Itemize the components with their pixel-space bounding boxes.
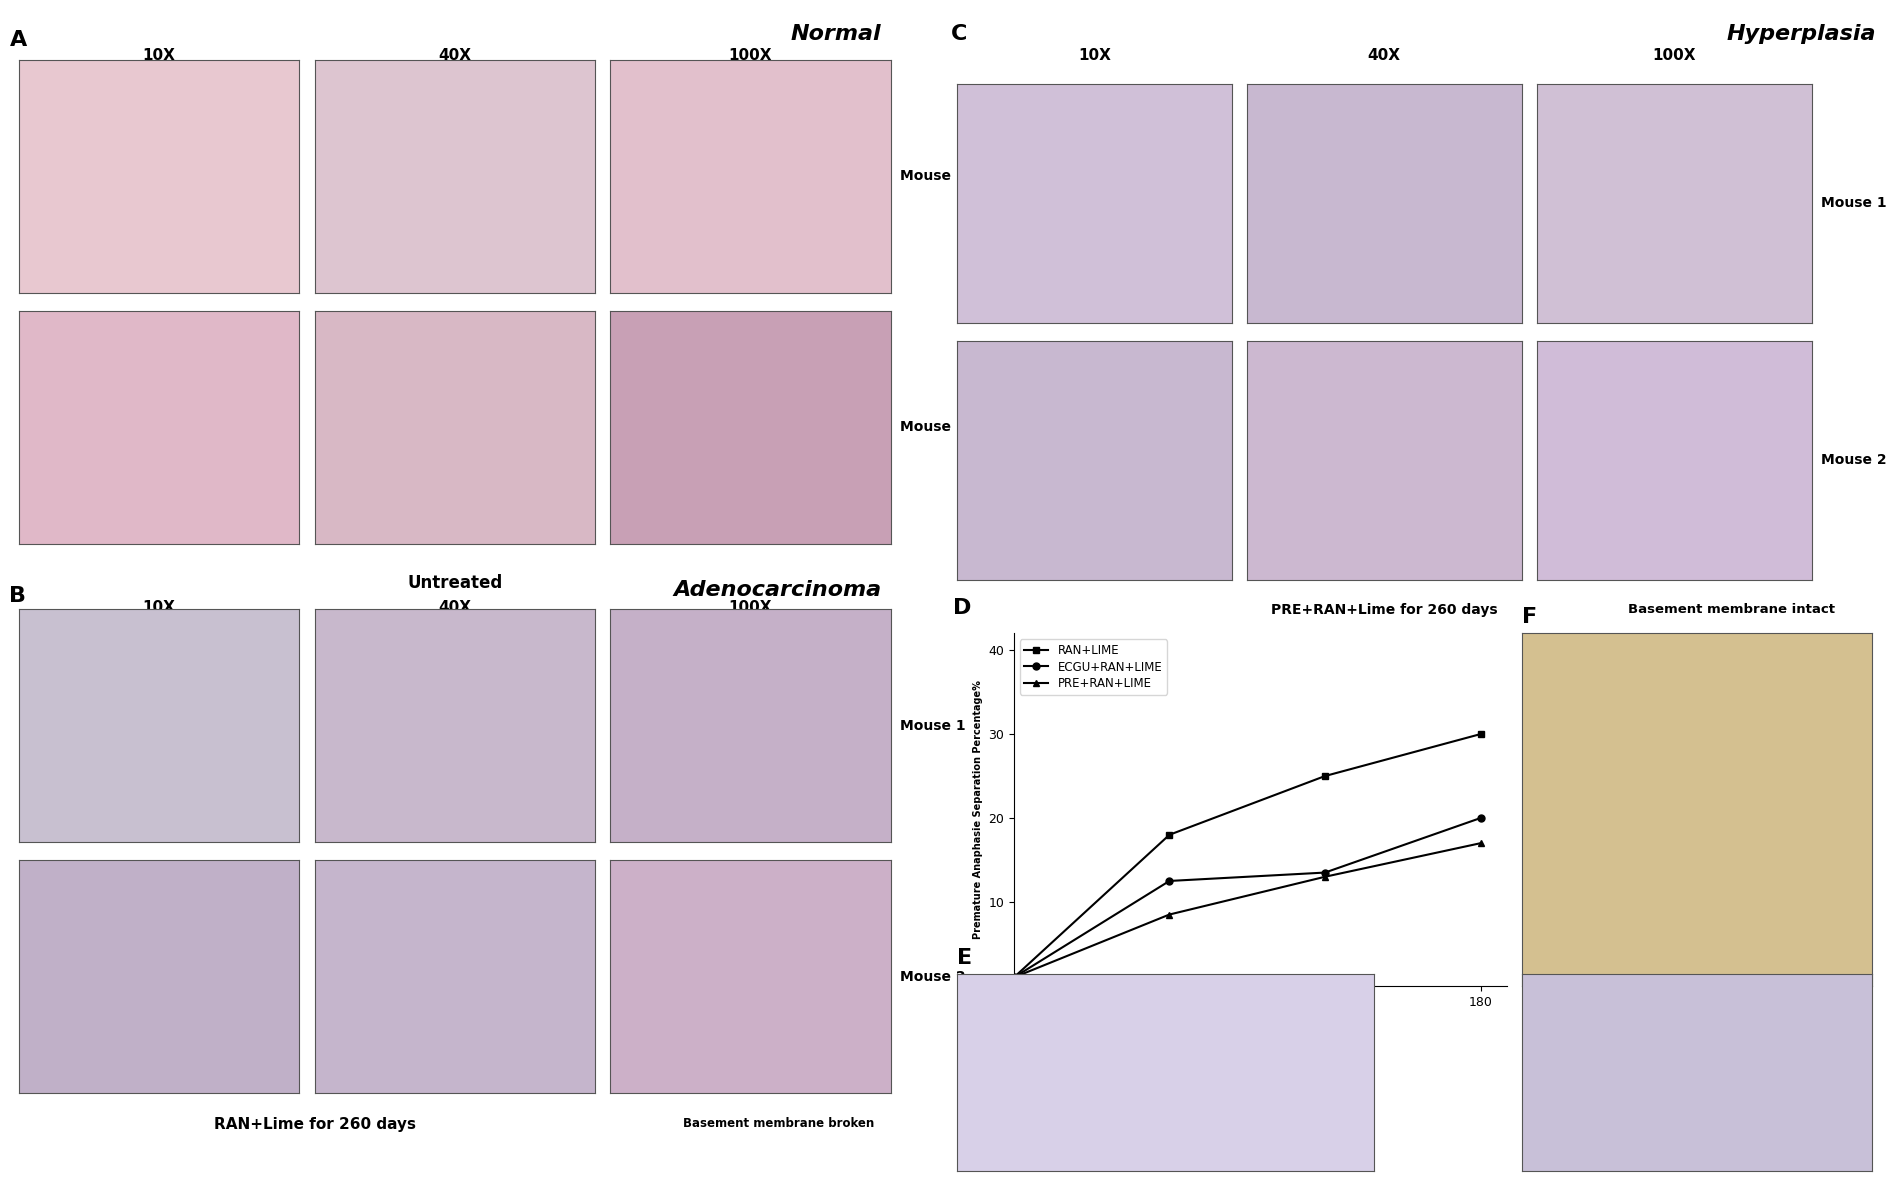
Text: Mouse 2: Mouse 2 [900,421,966,434]
PRE+RAN+LIME [1002,970,1025,985]
Text: RAN+Lime for 260 days: RAN+Lime for 260 days [214,1117,415,1133]
Text: B: B [9,586,27,606]
RAN+LIME [1313,768,1336,783]
ECGU+RAN+LIME [1313,865,1336,880]
Text: Mouse 1: Mouse 1 [900,170,966,183]
X-axis label: DAYS: DAYS [1239,1015,1281,1028]
Line: PRE+RAN+LIME: PRE+RAN+LIME [1010,840,1484,981]
Text: C: C [951,24,968,44]
Text: G: G [1522,948,1541,968]
Text: Adenocarcinoma: Adenocarcinoma [673,580,881,600]
Text: 100X: 100X [730,48,771,63]
PRE+RAN+LIME [1469,836,1491,851]
Text: Mouse 1: Mouse 1 [1821,196,1887,210]
Text: Mouse 1: Mouse 1 [900,719,966,733]
RAN+LIME [1002,970,1025,985]
Text: 100X: 100X [730,600,771,615]
RAN+LIME [1158,828,1181,842]
Text: Hyperplasia: Hyperplasia [1726,24,1876,44]
Text: Normal: Normal [790,24,881,44]
Text: 100X: 100X [1652,48,1696,63]
Text: 40X: 40X [438,48,472,63]
Text: D: D [953,598,972,618]
ECGU+RAN+LIME [1469,811,1491,826]
Text: E: E [957,948,972,968]
Text: Mouse 2: Mouse 2 [1821,453,1887,467]
Text: Basement membrane broken: Basement membrane broken [682,1117,874,1130]
Text: 10X: 10X [142,48,176,63]
Text: PRE+RAN+Lime for 260 days: PRE+RAN+Lime for 260 days [1272,603,1497,618]
Text: 10X: 10X [142,600,176,615]
PRE+RAN+LIME [1313,870,1336,884]
Text: 40X: 40X [438,600,472,615]
Text: Mouse 2: Mouse 2 [900,970,966,983]
Text: Untreated: Untreated [407,574,502,592]
Text: 40X: 40X [1368,48,1400,63]
Line: RAN+LIME: RAN+LIME [1010,730,1484,981]
Y-axis label: Premature Anaphasie Separation Percentage%: Premature Anaphasie Separation Percentag… [972,680,984,939]
Legend: RAN+LIME, ECGU+RAN+LIME, PRE+RAN+LIME: RAN+LIME, ECGU+RAN+LIME, PRE+RAN+LIME [1020,639,1167,694]
Text: A: A [9,30,27,50]
Line: ECGU+RAN+LIME: ECGU+RAN+LIME [1010,815,1484,981]
Text: 10X: 10X [1078,48,1110,63]
Text: F: F [1522,607,1537,627]
Text: Isocytosis and
Isokaryosis: Isocytosis and Isokaryosis [720,938,809,960]
Text: Basement membrane intact: Basement membrane intact [1628,603,1834,617]
RAN+LIME [1469,727,1491,741]
ECGU+RAN+LIME [1002,970,1025,985]
PRE+RAN+LIME [1158,907,1181,921]
ECGU+RAN+LIME [1158,874,1181,888]
